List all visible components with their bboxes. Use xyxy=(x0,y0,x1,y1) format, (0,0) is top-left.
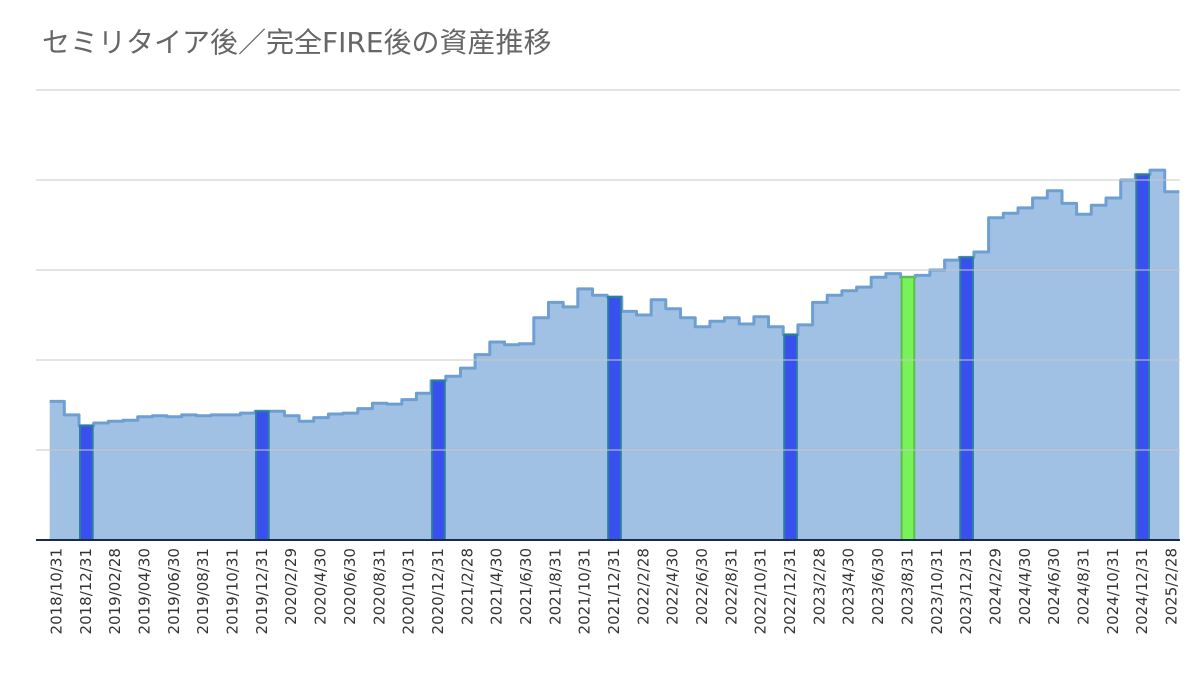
x-tick-label: 2021/4/30 xyxy=(488,548,506,625)
x-tick-label: 2020/4/30 xyxy=(312,548,330,625)
x-tick-label: 2019/04/30 xyxy=(136,548,154,634)
bar xyxy=(431,379,446,542)
x-tick-label: 2023/2/28 xyxy=(810,548,828,625)
x-tick-label: 2021/10/31 xyxy=(576,548,594,634)
bar xyxy=(79,424,94,542)
x-tick-label: 2024/6/30 xyxy=(1045,548,1063,625)
x-tick-label: 2024/10/31 xyxy=(1104,548,1122,634)
x-tick-label: 2023/8/31 xyxy=(898,548,916,625)
x-tick-label: 2019/06/30 xyxy=(165,548,183,634)
x-tick-label: 2022/2/28 xyxy=(634,548,652,625)
x-tick-label: 2023/12/31 xyxy=(957,548,975,634)
x-tick-label: 2024/4/30 xyxy=(1016,548,1034,625)
x-tick-label: 2020/6/30 xyxy=(341,548,359,625)
x-tick-label: 2022/6/30 xyxy=(693,548,711,625)
x-tick-label: 2025/2/28 xyxy=(1163,548,1181,625)
x-tick-label: 2022/12/31 xyxy=(781,548,799,634)
x-tick-label: 2019/12/31 xyxy=(253,548,271,634)
x-tick-label: 2019/08/31 xyxy=(194,548,212,634)
x-tick-label: 2020/2/29 xyxy=(282,548,300,625)
x-tick-label: 2019/10/31 xyxy=(224,548,242,634)
x-tick-label: 2023/10/31 xyxy=(928,548,946,634)
x-tick-label: 2021/2/28 xyxy=(458,548,476,625)
x-tick-label: 2020/8/31 xyxy=(370,548,388,625)
chart-title: セミリタイア後／完全FIRE後の資産推移 xyxy=(42,26,552,59)
x-tick-label: 2021/6/30 xyxy=(517,548,535,625)
bar xyxy=(255,410,270,541)
x-tick-label: 2020/10/31 xyxy=(400,548,418,634)
x-tick-label: 2022/8/31 xyxy=(722,548,740,625)
x-tick-label: 2022/10/31 xyxy=(752,548,770,634)
x-tick-label: 2024/2/29 xyxy=(986,548,1004,625)
x-tick-label: 2024/12/31 xyxy=(1133,548,1151,634)
x-tick-label: 2023/4/30 xyxy=(840,548,858,625)
bar xyxy=(900,276,916,541)
x-tick-label: 2021/12/31 xyxy=(605,548,623,634)
bar xyxy=(959,256,974,541)
x-tick-label: 2018/10/31 xyxy=(48,548,66,634)
x-tick-label: 2018/12/31 xyxy=(77,548,95,634)
x-tick-label: 2023/6/30 xyxy=(869,548,887,625)
x-tick-label: 2024/8/31 xyxy=(1074,548,1092,625)
x-tick-label: 2021/8/31 xyxy=(546,548,564,625)
x-tick-label: 2020/12/31 xyxy=(429,548,447,634)
bar xyxy=(1135,173,1150,541)
bar xyxy=(783,333,798,541)
x-tick-label: 2019/02/28 xyxy=(106,548,124,634)
x-tick-label: 2022/4/30 xyxy=(664,548,682,625)
bar xyxy=(607,296,622,541)
